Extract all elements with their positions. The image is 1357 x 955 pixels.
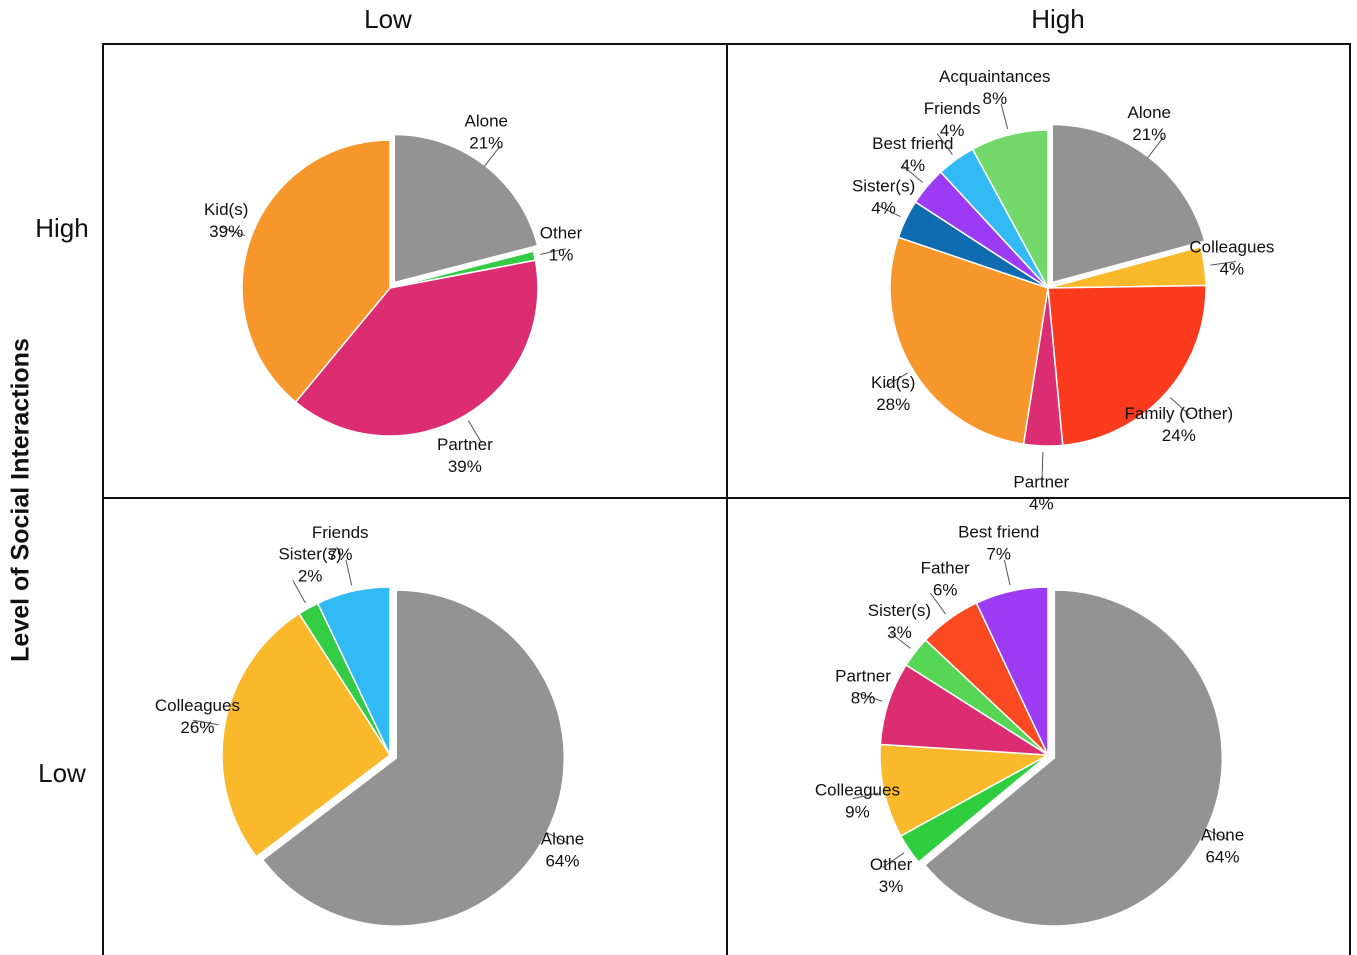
slice-value-label: 39% [209, 222, 243, 241]
leader-line [1210, 260, 1237, 266]
slice-value-label: 7% [986, 545, 1011, 564]
slice-value-label: 64% [545, 851, 579, 870]
pie-slice [316, 586, 391, 756]
leader-line [889, 632, 911, 649]
slice-label: Partner [1013, 472, 1069, 491]
slice-label: Sister(s) [278, 545, 341, 564]
leader-line [292, 579, 306, 604]
leader-line [540, 248, 566, 255]
leader-line [1000, 103, 1009, 130]
pie-slice [971, 129, 1049, 289]
slice-value-label: 4% [1220, 260, 1245, 279]
slice-value-label: 28% [876, 395, 910, 414]
leader-line [885, 372, 908, 387]
slice-value-label: 6% [933, 581, 958, 600]
leader-line [936, 133, 953, 156]
slice-value-label: 8% [851, 689, 876, 708]
leader-line [220, 226, 246, 237]
slice-label: Alone [1128, 103, 1171, 122]
slice-value-label: 3% [879, 877, 904, 896]
slice-value-label: 2% [298, 567, 323, 586]
pie-slice [879, 743, 1051, 837]
leader-line [852, 792, 879, 800]
slice-value-label: 64% [1205, 847, 1239, 866]
slice-value-label: 4% [900, 156, 925, 175]
column-label: High [1031, 4, 1084, 34]
row-label: High [35, 213, 88, 243]
slice-label: Partner [835, 667, 891, 686]
slice-value-label: 4% [940, 121, 965, 140]
leader-line [345, 559, 353, 586]
slice-label: Alone [541, 829, 584, 848]
leader-line [467, 420, 483, 444]
slice-value-label: 4% [1029, 494, 1054, 513]
leader-line [1147, 136, 1164, 159]
leader-line [192, 719, 219, 726]
slice-value-label: 4% [871, 199, 896, 218]
slice-label: Sister(s) [868, 601, 931, 620]
slice-value-label: 21% [1132, 125, 1166, 144]
pie-slice [221, 612, 392, 858]
slice-label: Friends [312, 523, 369, 542]
leader-line [1205, 828, 1230, 841]
slice-label: Family (Other) [1125, 404, 1234, 423]
slice-value-label: 3% [887, 623, 912, 642]
slice-label: Other [870, 855, 913, 874]
leader-line [545, 831, 570, 845]
slice-value-label: 9% [845, 803, 870, 822]
slice-label: Colleagues [155, 696, 240, 715]
slice-value-label: 1% [549, 246, 574, 265]
leader-line [1003, 559, 1011, 586]
slice-label: Partner [437, 435, 493, 454]
slice-label: Alone [1201, 825, 1244, 844]
slice-label: Colleagues [1189, 238, 1274, 257]
row-label: Low [38, 758, 86, 788]
slice-label: Sister(s) [852, 177, 915, 196]
slice-value-label: 39% [448, 457, 482, 476]
slice-label: Kid(s) [204, 200, 248, 219]
leader-line [876, 204, 901, 217]
slice-label: Best friend [872, 134, 953, 153]
leader-line [1041, 451, 1044, 478]
slice-label: Father [921, 559, 970, 578]
slice-value-label: 24% [1162, 426, 1196, 445]
slice-label: Other [540, 224, 583, 243]
pie-slice [975, 586, 1049, 756]
slice-label: Acquaintances [939, 67, 1051, 86]
column-label: Low [364, 4, 412, 34]
leader-line [1169, 397, 1190, 416]
slice-label: Friends [924, 99, 981, 118]
slice-value-label: 26% [180, 718, 214, 737]
slice-label: Kid(s) [871, 373, 915, 392]
slice-label: Best friend [958, 523, 1039, 542]
leader-line [902, 165, 923, 183]
leader-line [857, 692, 883, 702]
pie-slice [241, 139, 391, 404]
pie-slice [1047, 284, 1207, 447]
leader-line [882, 852, 905, 868]
y-axis-label: Level of Social Interactions [7, 338, 35, 662]
pie-slice [889, 236, 1049, 445]
slice-label: Alone [465, 112, 508, 131]
slice-value-label: 8% [983, 89, 1008, 108]
pie-slice [294, 259, 539, 437]
leader-line [483, 145, 501, 167]
leader-line [930, 592, 947, 615]
slice-value-label: 21% [469, 134, 503, 153]
slice-label: Colleagues [815, 781, 900, 800]
slice-value-label: 7% [328, 545, 353, 564]
